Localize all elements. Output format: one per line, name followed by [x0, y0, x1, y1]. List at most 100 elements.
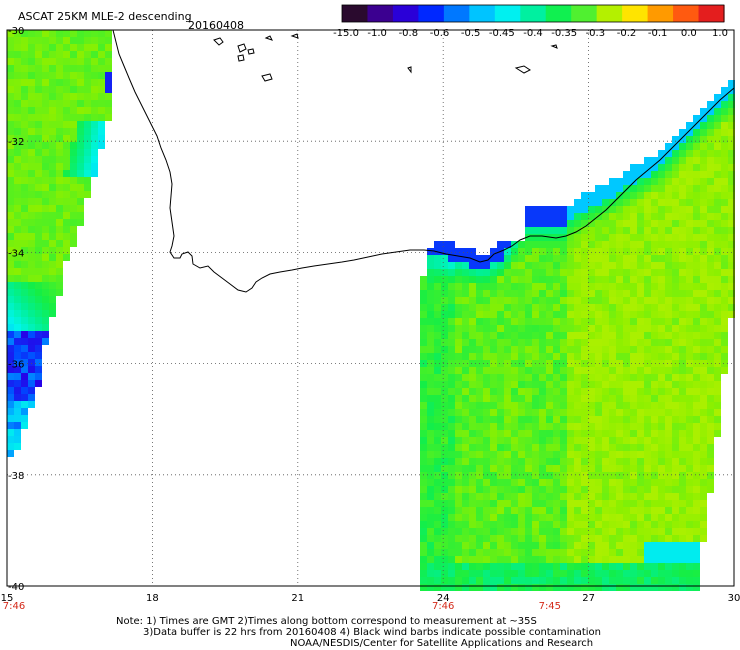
swath-pixel — [553, 367, 560, 374]
swath-pixel — [553, 570, 560, 577]
swath-pixel — [728, 297, 735, 304]
swath-pixel — [616, 367, 623, 374]
swath-pixel — [644, 269, 651, 276]
swath-pixel — [441, 563, 448, 570]
swath-pixel — [448, 472, 455, 479]
swath-pixel — [434, 584, 441, 591]
swath-pixel — [490, 584, 497, 591]
swath-pixel — [672, 451, 679, 458]
swath-pixel — [588, 556, 595, 563]
swath-pixel — [609, 409, 616, 416]
colorbar — [341, 4, 725, 23]
swath-pixel — [686, 507, 693, 514]
swath-pixel — [616, 402, 623, 409]
swath-pixel — [560, 381, 567, 388]
swath-pixel — [616, 178, 623, 185]
swath-pixel — [476, 325, 483, 332]
swath-pixel — [581, 367, 588, 374]
swath-pixel — [63, 30, 70, 37]
swath-pixel — [497, 521, 504, 528]
swath-pixel — [497, 304, 504, 311]
swath-pixel — [588, 213, 595, 220]
swath-pixel — [518, 388, 525, 395]
swath-pixel — [581, 388, 588, 395]
swath-pixel — [560, 535, 567, 542]
swath-pixel — [497, 353, 504, 360]
swath-pixel — [504, 430, 511, 437]
swath-pixel — [623, 213, 630, 220]
swath-pixel — [553, 311, 560, 318]
swath-pixel — [7, 324, 14, 331]
swath-pixel — [21, 331, 28, 338]
swath-pixel — [525, 493, 532, 500]
swath-pixel — [700, 318, 707, 325]
swath-pixel — [539, 304, 546, 311]
swath-pixel — [693, 129, 700, 136]
swath-pixel — [644, 353, 651, 360]
swath-pixel — [546, 304, 553, 311]
swath-pixel — [574, 318, 581, 325]
swath-pixel — [630, 332, 637, 339]
swath-pixel — [455, 493, 462, 500]
swath-pixel — [539, 269, 546, 276]
swath-pixel — [490, 311, 497, 318]
swath-pixel — [84, 184, 91, 191]
swath-pixel — [70, 191, 77, 198]
swath-pixel — [700, 465, 707, 472]
swath-pixel — [490, 465, 497, 472]
swath-pixel — [630, 521, 637, 528]
swath-pixel — [700, 479, 707, 486]
swath-pixel — [616, 381, 623, 388]
swath-pixel — [707, 136, 714, 143]
swath-pixel — [630, 430, 637, 437]
swath-pixel — [448, 528, 455, 535]
swath-pixel — [70, 226, 77, 233]
swath-pixel — [525, 437, 532, 444]
swath-pixel — [560, 563, 567, 570]
swath-pixel — [616, 192, 623, 199]
swath-pixel — [42, 275, 49, 282]
swath-pixel — [686, 430, 693, 437]
swath-pixel — [679, 136, 686, 143]
swath-pixel — [644, 465, 651, 472]
swath-pixel — [553, 528, 560, 535]
swath-pixel — [476, 367, 483, 374]
swath-pixel — [595, 486, 602, 493]
swath-pixel — [462, 367, 469, 374]
swath-pixel — [609, 507, 616, 514]
swath-pixel — [420, 542, 427, 549]
swath-pixel — [70, 240, 77, 247]
swath-pixel — [644, 500, 651, 507]
swath-pixel — [504, 521, 511, 528]
swath-pixel — [616, 458, 623, 465]
swath-pixel — [448, 507, 455, 514]
swath-pixel — [602, 535, 609, 542]
swath-pixel — [7, 30, 14, 37]
swath-pixel — [686, 346, 693, 353]
swath-pixel — [644, 311, 651, 318]
swath-pixel — [658, 206, 665, 213]
swath-pixel — [714, 318, 721, 325]
swath-pixel — [595, 535, 602, 542]
swath-pixel — [693, 171, 700, 178]
swath-pixel — [462, 493, 469, 500]
swath-pixel — [714, 297, 721, 304]
swath-pixel — [49, 219, 56, 226]
swath-pixel — [497, 416, 504, 423]
swath-pixel — [672, 220, 679, 227]
swath-pixel — [644, 535, 651, 542]
swath-pixel — [511, 521, 518, 528]
swath-pixel — [714, 227, 721, 234]
swath-pixel — [707, 157, 714, 164]
swath-pixel — [504, 374, 511, 381]
swath-pixel — [504, 556, 511, 563]
swath-pixel — [728, 304, 735, 311]
swath-pixel — [539, 381, 546, 388]
swath-pixel — [686, 367, 693, 374]
swath-pixel — [525, 276, 532, 283]
swath-pixel — [630, 507, 637, 514]
swath-pixel — [553, 521, 560, 528]
swath-pixel — [616, 220, 623, 227]
swath-pixel — [476, 570, 483, 577]
swath-pixel — [455, 381, 462, 388]
